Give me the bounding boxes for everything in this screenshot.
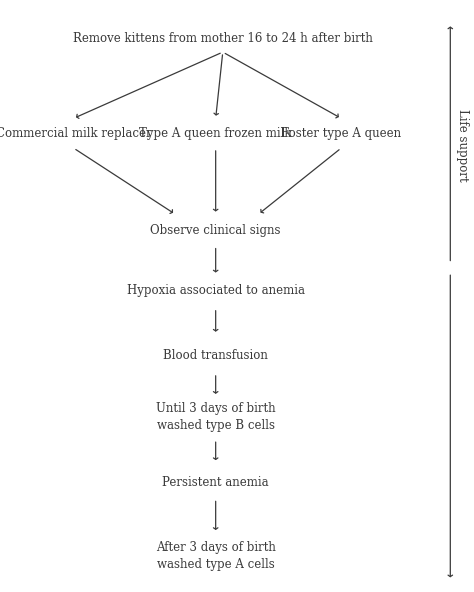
Text: Until 3 days of birth
washed type B cells: Until 3 days of birth washed type B cell…: [156, 403, 275, 432]
Text: Hypoxia associated to anemia: Hypoxia associated to anemia: [127, 284, 305, 297]
Text: Remove kittens from mother 16 to 24 h after birth: Remove kittens from mother 16 to 24 h af…: [73, 32, 373, 45]
Text: After 3 days of birth
washed type A cells: After 3 days of birth washed type A cell…: [156, 542, 275, 571]
Text: Observe clinical signs: Observe clinical signs: [150, 224, 281, 237]
Text: Foster type A queen: Foster type A queen: [281, 127, 401, 140]
Text: Commercial milk replacer: Commercial milk replacer: [0, 127, 151, 140]
Text: Blood transfusion: Blood transfusion: [163, 349, 268, 362]
Text: Type A queen frozen milk: Type A queen frozen milk: [139, 127, 292, 140]
Text: Life support: Life support: [456, 109, 469, 181]
Text: Persistent anemia: Persistent anemia: [163, 476, 269, 489]
